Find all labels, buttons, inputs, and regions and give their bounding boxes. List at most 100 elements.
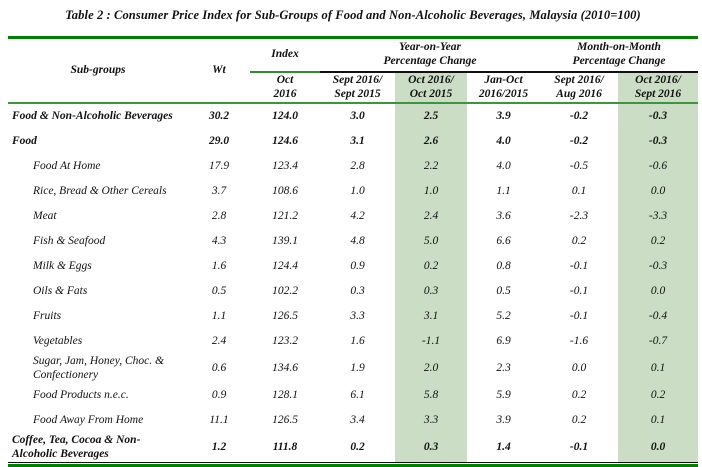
- row-label: Food: [12, 134, 37, 147]
- table-cell: 0.2: [571, 413, 587, 426]
- col-header-subgroups: Sub-groups: [8, 39, 188, 105]
- table-cell: 0.1: [618, 408, 699, 434]
- table-cell: 6.1: [350, 388, 365, 401]
- table-cell: 111.8: [272, 441, 298, 454]
- row-label: Fish & Seafood: [33, 234, 106, 247]
- table-cell: 0.3: [395, 279, 467, 305]
- subcol-line1: Oct 2016/: [635, 74, 681, 86]
- table-cell: 3.1: [350, 134, 365, 147]
- subcol-line2: Sept 2015: [334, 87, 381, 100]
- col-header-oct2016-sept2016: Oct 2016/Sept 2016: [618, 72, 699, 105]
- table-row: Milk & Eggs 1.6 124.4 0.9 0.2 0.8 -0.1 -0.3: [8, 254, 699, 280]
- table-cell: 0.0: [571, 361, 587, 374]
- table-cell: 5.0: [395, 229, 467, 255]
- table-cell: -1.6: [569, 334, 589, 347]
- table-header: Sub-groups Wt Index Year-on-Year Percenta…: [8, 39, 699, 105]
- table-cell: 3.4: [350, 413, 365, 426]
- table-row: Coffee, Tea, Cocoa & Non-Alcoholic Bever…: [8, 433, 699, 463]
- col-header-sept2016-sept2015: Sept 2016/Sept 2015: [320, 72, 395, 105]
- row-label: Oils & Fats: [33, 284, 88, 297]
- table-cell: 0.0: [618, 179, 699, 205]
- row-label: Milk & Eggs: [33, 259, 92, 272]
- table-cell: 108.6: [272, 184, 298, 197]
- col-header-yoy-group: Year-on-Year Percentage Change: [320, 39, 541, 73]
- table-cell: -0.1: [569, 259, 589, 272]
- subcol-line2: Sept 2016: [634, 87, 682, 100]
- row-label: Vegetables: [33, 334, 83, 347]
- table-cell: 124.0: [272, 109, 298, 122]
- subcol-line1: Oct 2016/: [408, 74, 454, 86]
- col-header-mom-group: Month-on-Month Percentage Change: [540, 39, 699, 73]
- table-cell: 0.2: [618, 229, 699, 255]
- table-cell: 30.2: [208, 109, 230, 122]
- table-cell: 2.4: [395, 204, 467, 230]
- table-cell: 5.8: [395, 383, 467, 409]
- col-header-wt: Wt: [188, 39, 250, 105]
- table-cell: 4.3: [211, 234, 227, 247]
- table-row: Food 29.0 124.6 3.1 2.6 4.0 -0.2 -0.3: [8, 129, 699, 155]
- table-cell: 1.4: [496, 441, 511, 454]
- table-cell: 2.3: [496, 361, 511, 374]
- row-label: Food & Non-Alcoholic Beverages: [12, 109, 173, 122]
- table-cell: 2.2: [395, 154, 467, 180]
- header-group-row: Sub-groups Wt Index Year-on-Year Percenta…: [8, 39, 699, 105]
- table-border-frame: Sub-groups Wt Index Year-on-Year Percenta…: [8, 36, 699, 467]
- table-cell: -0.2: [569, 109, 589, 122]
- row-label: Fruits: [33, 309, 62, 322]
- table-cell: 124.6: [272, 134, 298, 147]
- table-cell: 2.8: [211, 209, 227, 222]
- table-cell: 4.8: [350, 234, 365, 247]
- table-cell: 0.5: [496, 284, 511, 297]
- table-cell: 1.2: [211, 441, 227, 454]
- table-row: Fruits 1.1 126.5 3.3 3.1 5.2 -0.1 -0.4: [8, 304, 699, 330]
- table-cell: -0.5: [569, 159, 589, 172]
- table-cell: -2.3: [569, 209, 589, 222]
- table-cell: 0.2: [350, 441, 365, 454]
- table-cell: 0.9: [350, 259, 365, 272]
- subcol-line2: Aug 2016: [556, 87, 602, 100]
- cpi-table: Sub-groups Wt Index Year-on-Year Percenta…: [8, 39, 699, 464]
- table-cell: 1.0: [395, 179, 467, 205]
- table-cell: 1.9: [350, 361, 365, 374]
- table-row: Food & Non-Alcoholic Beverages 30.2 124.0 3…: [8, 103, 699, 130]
- table-cell: 4.0: [496, 134, 511, 147]
- table-cell: 2.0: [395, 354, 467, 384]
- table-cell: 0.9: [211, 388, 227, 401]
- table-cell: 1.1: [211, 309, 227, 322]
- table-cell: 0.2: [571, 234, 587, 247]
- mom-group-line1: Month-on-Month: [577, 41, 661, 54]
- table-cell: 1.1: [496, 184, 511, 197]
- table-cell: 2.4: [211, 334, 227, 347]
- mom-group-line2: Percentage Change: [572, 55, 666, 67]
- table-cell: 0.3: [350, 284, 365, 297]
- table-cell: 4.2: [350, 209, 365, 222]
- table-cell: 0.1: [618, 354, 699, 384]
- row-label: Meat: [33, 209, 57, 222]
- table-cell: 5.9: [496, 388, 511, 401]
- subcol-line1: Sept 2016/: [554, 74, 604, 86]
- table-row: Meat 2.8 121.2 4.2 2.4 3.6 -2.3 -3.3: [8, 204, 699, 230]
- row-label: Coffee, Tea, Cocoa & Non-Alcoholic Bever…: [12, 434, 141, 460]
- table-cell: 0.5: [211, 284, 227, 297]
- table-cell: 3.9: [496, 109, 511, 122]
- table-cell: 126.5: [272, 309, 298, 322]
- col-header-oct-2016: Oct 2016: [250, 72, 320, 105]
- row-label: Rice, Bread & Other Cereals: [33, 184, 167, 197]
- table-cell: 3.3: [395, 408, 467, 434]
- table-cell: -0.3: [618, 254, 699, 280]
- table-cell: 1.6: [211, 259, 227, 272]
- table-cell: -0.1: [569, 441, 589, 454]
- table-cell: 128.1: [272, 388, 298, 401]
- table-cell: -0.6: [618, 154, 699, 180]
- table-cell: 1.6: [350, 334, 365, 347]
- table-row: Sugar, Jam, Honey, Choc. & Confectionery…: [8, 354, 699, 384]
- table-cell: 121.2: [272, 209, 298, 222]
- table-cell: 0.3: [395, 433, 467, 463]
- subcol-line2: Oct 2015: [409, 87, 453, 100]
- row-label: Food At Home: [33, 159, 101, 172]
- table-cell: -3.3: [618, 204, 699, 230]
- row-label: Food Away From Home: [33, 413, 144, 426]
- subcol-line1: Sept 2016/: [332, 74, 383, 86]
- table-cell: 134.6: [272, 361, 298, 374]
